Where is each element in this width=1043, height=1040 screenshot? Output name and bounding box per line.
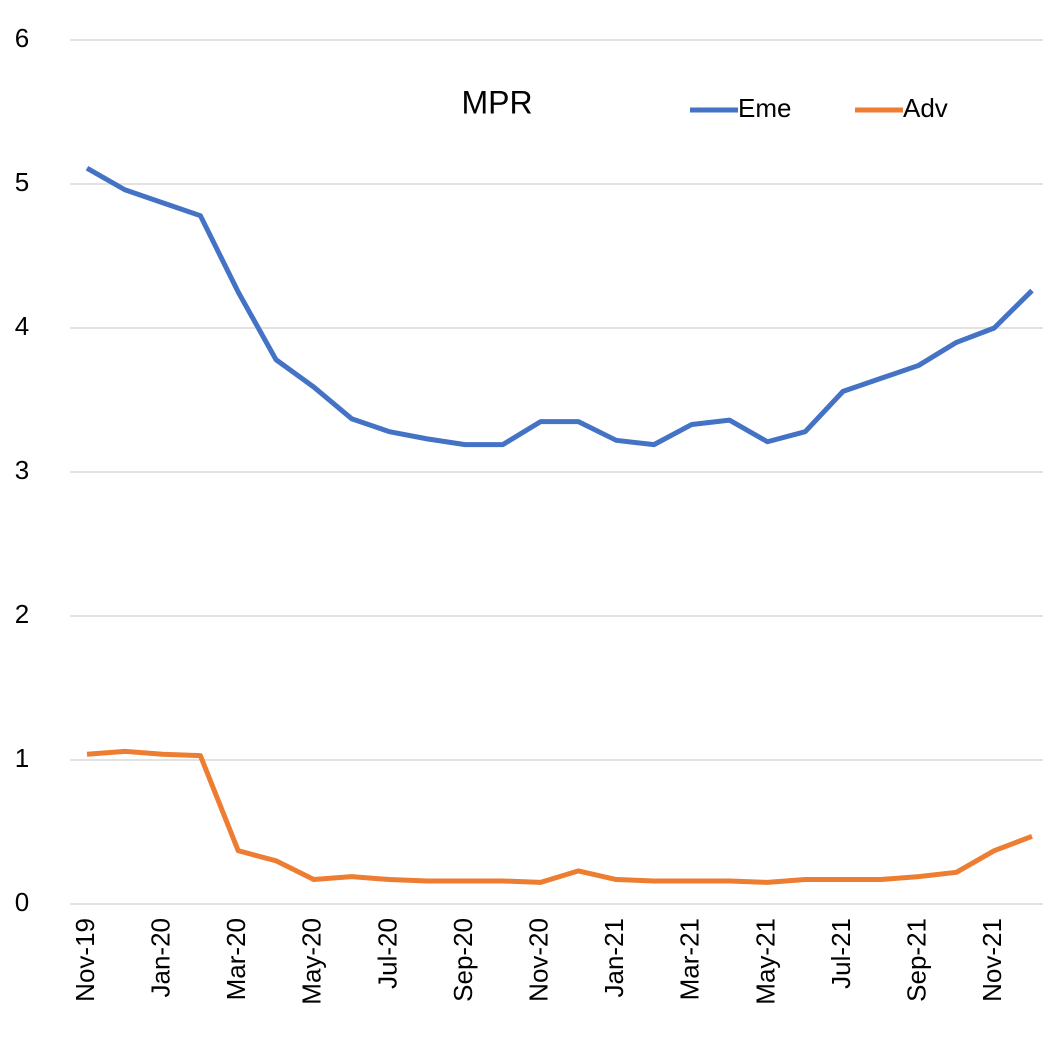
y-tick-label: 6 [15,23,29,53]
legend-label: Adv [903,93,948,123]
x-tick-label: Nov-19 [70,918,100,1002]
x-tick-label: Sep-20 [448,918,478,1002]
x-tick-label: Mar-21 [675,918,705,1000]
y-tick-label: 3 [15,455,29,485]
x-tick-label: May-20 [297,918,327,1005]
x-tick-label: Mar-20 [221,918,251,1000]
x-tick-label: Jan-20 [145,918,175,998]
x-tick-label: Nov-20 [523,918,553,1002]
x-tick-label: Jul-20 [372,918,402,989]
y-tick-label: 4 [15,311,29,341]
x-tick-label: Jan-21 [599,918,629,998]
x-tick-label: Nov-21 [977,918,1007,1002]
legend-label: Eme [738,93,791,123]
x-tick-label: May-21 [750,918,780,1005]
chart-title: MPR [461,84,532,120]
y-tick-label: 2 [15,599,29,629]
y-tick-label: 0 [15,887,29,917]
x-tick-label: Jul-21 [826,918,856,989]
series-line [85,165,1034,448]
series-line [86,748,1033,885]
y-tick-label: 1 [15,743,29,773]
y-tick-label: 5 [15,167,29,197]
x-tick-label: Sep-21 [901,918,931,1002]
